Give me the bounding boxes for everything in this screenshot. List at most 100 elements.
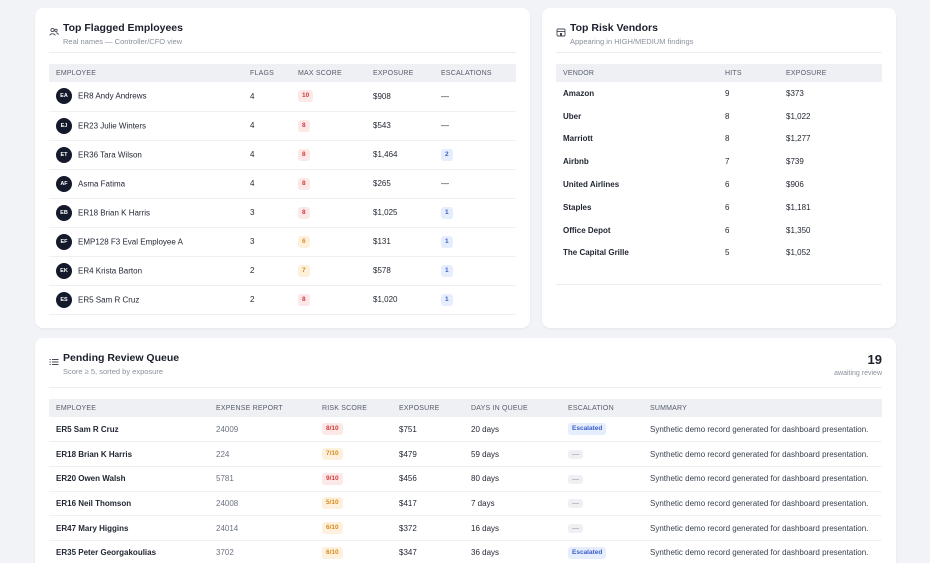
table-row[interactable]: Uber 8 $1,022	[556, 105, 882, 128]
vendor-name[interactable]: The Capital Grille	[563, 248, 629, 258]
days-in-queue: 16 days	[464, 515, 561, 541]
max-score-cell: 10	[291, 82, 366, 112]
flags-cell: 3	[243, 198, 291, 228]
risk-score-cell: 9/10	[315, 466, 392, 492]
table-row[interactable]: ER5 Sam R Cruz 24009 8/10 $751 20 days Escala…	[49, 417, 882, 443]
table-row[interactable]: ES ER5 Sam R Cruz 2 8 $1,020 1	[49, 285, 516, 315]
col-queue-employee[interactable]: EMPLOYEE	[49, 399, 209, 417]
vendor-name[interactable]: United Airlines	[563, 180, 620, 190]
vendor-exposure: $1,277	[786, 134, 811, 144]
table-row[interactable]: The Capital Grille 5 $1,052	[556, 242, 882, 265]
expense-report-id[interactable]: 24008	[209, 491, 315, 517]
employee-name[interactable]: ER4 Krista Barton	[78, 266, 143, 275]
queue-employee[interactable]: ER16 Neil Thomson	[49, 491, 209, 517]
vendor-hits: 7	[725, 157, 730, 167]
expense-report-id[interactable]: 3702	[209, 540, 315, 563]
employee-name[interactable]: ER18 Brian K Harris	[78, 208, 151, 217]
table-row[interactable]: ER35 Peter Georgakoulias 3702 6/10 $347 36 d…	[49, 540, 882, 563]
col-escalations[interactable]: ESCALATIONS	[434, 64, 516, 82]
col-summary[interactable]: SUMMARY	[643, 399, 882, 417]
employee-cell: ES ER5 Sam R Cruz	[49, 285, 243, 315]
queue-employee[interactable]: ER35 Peter Georgakoulias	[49, 540, 209, 563]
table-row[interactable]: Office Depot 6 $1,350	[556, 219, 882, 242]
table-row[interactable]: ER18 Brian K Harris 224 7/10 $479 59 days — Sy…	[49, 441, 882, 467]
col-flags[interactable]: FLAGS	[243, 64, 291, 82]
col-vendor-exposure[interactable]: EXPOSURE	[779, 64, 882, 82]
queue-card-header: Pending Review Queue Score ≥ 5, sorted b…	[49, 352, 882, 382]
table-row[interactable]: EK ER4 Krista Barton 2 7 $578 1	[49, 256, 516, 286]
employee-cell: ET ER36 Tara Wilson	[49, 140, 243, 170]
table-row[interactable]: EJ ER23 Julie Winters 4 8 $543 —	[49, 111, 516, 141]
col-employee[interactable]: EMPLOYEE	[49, 64, 243, 82]
escalations-cell: 2	[434, 140, 516, 170]
queue-exposure: $751	[392, 417, 464, 443]
employee-cell: AF Asma Fatima	[49, 169, 243, 199]
risk-score-badge: 5/10	[322, 497, 343, 510]
score-badge: 8	[298, 148, 310, 161]
employee-name[interactable]: ER23 Julie Winters	[78, 121, 147, 130]
store-icon	[556, 28, 566, 37]
vendor-name[interactable]: Uber	[563, 111, 582, 121]
table-row[interactable]: EA ER8 Andy Andrews 4 10 $908 —	[49, 82, 516, 112]
escalations-cell: 1	[434, 227, 516, 257]
col-vendor[interactable]: VENDOR	[556, 64, 718, 82]
escalations-badge: 1	[441, 206, 453, 219]
summary-text: Synthetic demo record generated for dash…	[643, 417, 882, 443]
table-row[interactable]: EF EMP128 F3 Eval Employee A 3 6 $131 1	[49, 227, 516, 257]
table-row[interactable]: AF Asma Fatima 4 8 $265 —	[49, 169, 516, 199]
queue-employee[interactable]: ER5 Sam R Cruz	[49, 417, 209, 443]
employees-table-header: EMPLOYEE FLAGS MAX SCORE EXPOSURE ESCALA…	[49, 64, 516, 82]
employees-card-subtitle: Real names — Controller/CFO view	[63, 37, 183, 46]
table-row[interactable]: United Airlines 6 $906	[556, 173, 882, 196]
col-max-score[interactable]: MAX SCORE	[291, 64, 366, 82]
escalation-cell: —	[561, 491, 643, 517]
top-flagged-employees-card: Top Flagged Employees Real names — Contr…	[35, 8, 530, 328]
table-row[interactable]: Marriott 8 $1,277	[556, 128, 882, 151]
users-icon	[49, 27, 59, 36]
exposure-cell: $1,464	[366, 140, 434, 170]
table-row[interactable]: ER20 Owen Walsh 5781 9/10 $456 80 days — Synth…	[49, 466, 882, 492]
table-row[interactable]: EB ER18 Brian K Harris 3 8 $1,025 1	[49, 198, 516, 228]
table-row[interactable]: Amazon 9 $373	[556, 82, 882, 105]
vendor-name[interactable]: Marriott	[563, 134, 593, 144]
table-row[interactable]: Staples 6 $1,181	[556, 196, 882, 219]
col-exposure[interactable]: EXPOSURE	[366, 64, 434, 82]
employee-name[interactable]: ER36 Tara Wilson	[78, 150, 142, 159]
score-badge: 8	[298, 177, 310, 190]
employee-name[interactable]: ER8 Andy Andrews	[78, 91, 147, 101]
queue-employee[interactable]: ER20 Owen Walsh	[49, 466, 209, 492]
avatar: EJ	[56, 117, 72, 134]
expense-report-id[interactable]: 224	[209, 441, 315, 467]
expense-report-id[interactable]: 5781	[209, 466, 315, 492]
summary-text: Synthetic demo record generated for dash…	[643, 466, 882, 492]
risk-score-cell: 6/10	[315, 540, 392, 563]
col-risk-score[interactable]: RISK SCORE	[315, 399, 392, 417]
table-row[interactable]: ER16 Neil Thomson 24008 5/10 $417 7 days — Syn…	[49, 491, 882, 517]
queue-employee[interactable]: ER18 Brian K Harris	[49, 441, 209, 467]
table-row[interactable]: ET ER36 Tara Wilson 4 8 $1,464 2	[49, 140, 516, 170]
queue-employee[interactable]: ER47 Mary Higgins	[49, 515, 209, 541]
col-hits[interactable]: HITS	[718, 64, 779, 82]
expense-report-id[interactable]: 24014	[209, 515, 315, 541]
escalation-cell: Escalated	[561, 417, 643, 443]
employee-name[interactable]: ER5 Sam R Cruz	[78, 295, 140, 304]
table-row[interactable]: ER47 Mary Higgins 24014 6/10 $372 16 days — Sy…	[49, 515, 882, 541]
col-expense-report[interactable]: EXPENSE REPORT	[209, 399, 315, 417]
col-escalation[interactable]: ESCALATION	[561, 399, 643, 417]
employee-name[interactable]: Asma Fatima	[78, 179, 126, 188]
vendor-name[interactable]: Office Depot	[563, 225, 611, 235]
escalation-cell: Escalated	[561, 540, 643, 563]
expense-report-id[interactable]: 24009	[209, 417, 315, 443]
flags-cell: 2	[243, 256, 291, 286]
max-score-cell: 8	[291, 198, 366, 228]
employees-card-header: Top Flagged Employees Real names — Contr…	[49, 22, 516, 52]
employee-name[interactable]: EMP128 F3 Eval Employee A	[78, 237, 183, 246]
table-row[interactable]: Airbnb 7 $739	[556, 150, 882, 173]
vendor-name[interactable]: Staples	[563, 202, 592, 212]
vendor-name[interactable]: Airbnb	[563, 157, 589, 167]
vendor-exposure: $906	[786, 180, 804, 190]
list-icon	[49, 359, 59, 365]
col-queue-exposure[interactable]: EXPOSURE	[392, 399, 464, 417]
vendor-name[interactable]: Amazon	[563, 88, 595, 98]
col-days-in-queue[interactable]: DAYS IN QUEUE	[464, 399, 561, 417]
